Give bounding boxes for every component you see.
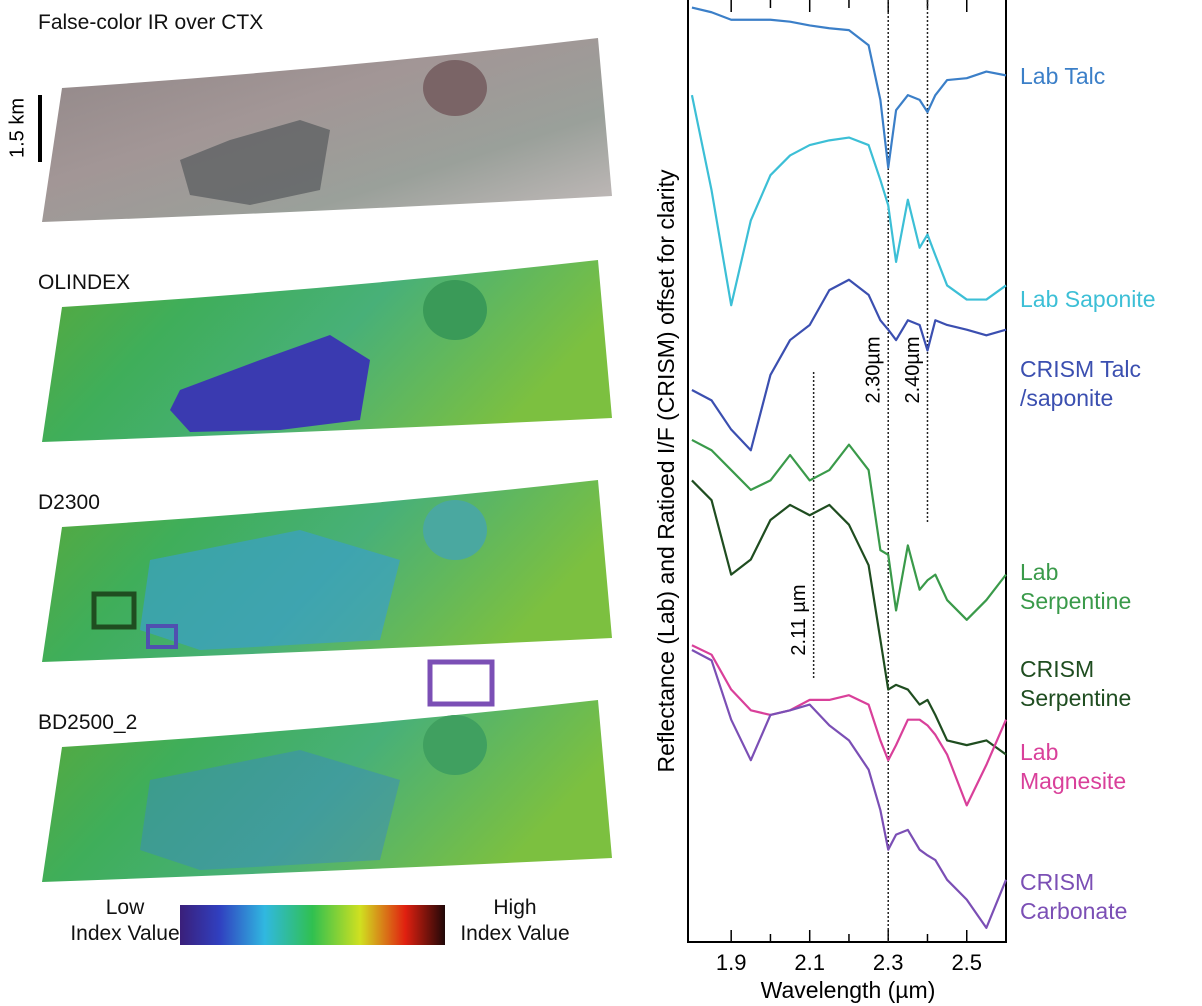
map-crater	[423, 715, 487, 775]
y-axis-label: Reflectance (Lab) and Ratioed I/F (CRISM…	[653, 169, 679, 772]
panel-title: False-color IR over CTX	[38, 10, 263, 36]
x-tick-label: 2.1	[794, 950, 825, 975]
series-label: Lab Saponite	[1020, 285, 1156, 314]
series-label: CRISM Talc /saponite	[1020, 355, 1141, 413]
spectrum-line	[692, 480, 1006, 754]
annotation-label: 2.11 µm	[788, 584, 810, 655]
panel-title: D2300	[38, 490, 100, 516]
plot-frame	[688, 0, 1006, 942]
map-panels	[40, 38, 612, 945]
chart: Reflectance (Lab) and Ratioed I/F (CRISM…	[0, 0, 1202, 1006]
spectrum-line	[692, 280, 1006, 451]
spectrum-line	[692, 650, 1006, 928]
x-tick-label: 2.5	[951, 950, 982, 975]
series-label: Lab Serpentine	[1020, 558, 1131, 616]
map-crater	[423, 500, 487, 560]
series-label: CRISM Carbonate	[1020, 868, 1127, 926]
x-axis-label: Wavelength (µm)	[761, 977, 936, 1003]
x-tick-label: 1.9	[716, 950, 747, 975]
spectrum-line	[692, 645, 1006, 805]
panel-title: OLINDEX	[38, 270, 130, 296]
colorbar-high-label: High Index Value	[440, 895, 590, 948]
spectrum-line	[692, 440, 1006, 620]
series-label: Lab Talc	[1020, 62, 1105, 91]
colorbar-low-label: Low Index Value	[50, 895, 200, 948]
annotation-label: 2.40µm	[902, 336, 924, 403]
map-crater	[423, 280, 487, 340]
map-crater	[423, 60, 487, 116]
x-tick-label: 2.3	[873, 950, 904, 975]
scale-label: 1.5 km	[6, 98, 28, 158]
spectrum-line	[692, 8, 1006, 168]
panel-title: BD2500_2	[38, 710, 137, 736]
roi-box	[430, 662, 492, 704]
annotation-label: 2.30µm	[863, 336, 885, 403]
figure: Reflectance (Lab) and Ratioed I/F (CRISM…	[0, 0, 1202, 1006]
colorbar	[180, 905, 445, 945]
spectrum-line	[692, 95, 1006, 305]
series-label: CRISM Serpentine	[1020, 655, 1131, 713]
series-label: Lab Magnesite	[1020, 738, 1126, 796]
